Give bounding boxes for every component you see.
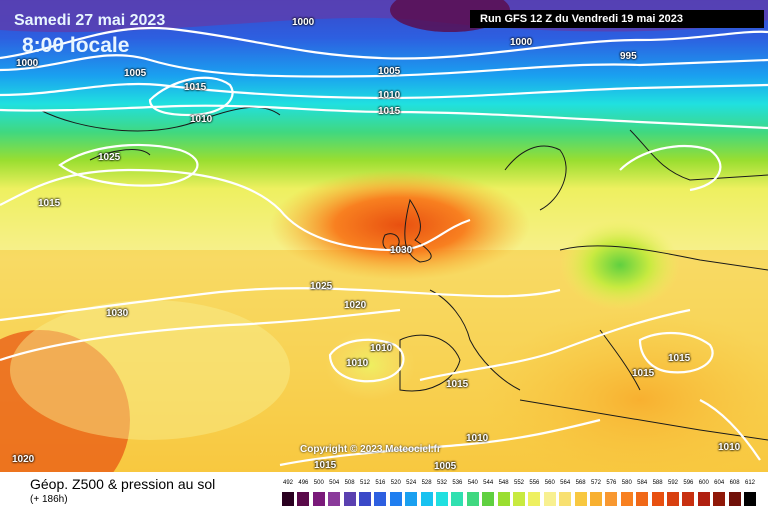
legend-swatch (513, 492, 525, 506)
forecast-offset: (+ 186h) (30, 494, 68, 505)
legend-tick-label: 584 (637, 480, 648, 486)
isobar-label: 1005 (378, 66, 401, 77)
geopotential-field (0, 0, 768, 472)
legend-swatch (559, 492, 572, 506)
legend-swatch (420, 492, 433, 506)
legend-swatch (343, 492, 356, 506)
legend-swatch (312, 492, 325, 506)
run-banner: Run GFS 12 Z du Vendredi 19 mai 2023 (470, 10, 764, 28)
legend-tick-label: 516 (375, 480, 386, 486)
legend-tick-label: 612 (744, 480, 755, 486)
isobar-label: 1000 (16, 58, 39, 69)
legend-swatch (605, 492, 618, 506)
isobar-label: 1000 (510, 37, 533, 48)
legend-tick-label: 600 (698, 480, 709, 486)
legend-swatch (466, 492, 479, 506)
legend-tick-label: 532 (436, 480, 447, 486)
legend-tick-label: 552 (513, 480, 524, 486)
legend-swatch (389, 492, 402, 506)
legend-swatch (697, 492, 710, 506)
legend-tick-label: 524 (406, 480, 417, 486)
isobar-label: 1020 (12, 454, 35, 465)
isobar-label: 1015 (314, 460, 337, 471)
isobar-label: 1030 (106, 308, 129, 319)
isobar-label: 1010 (346, 358, 369, 369)
isobar-label: 1010 (370, 343, 393, 354)
legend-swatch (636, 492, 649, 506)
isobar-label: 1025 (310, 281, 333, 292)
legend-swatch (744, 492, 756, 506)
isobar-label: 1015 (38, 198, 61, 209)
legend-tick-label: 548 (498, 480, 509, 486)
legend-tick-label: 592 (667, 480, 678, 486)
isobar-label: 1010 (190, 114, 213, 125)
legend-tick-label: 520 (390, 480, 401, 486)
legend-tick-label: 540 (467, 480, 478, 486)
forecast-date: Samedi 27 mai 2023 (14, 12, 166, 29)
legend-swatch (574, 492, 587, 506)
legend-swatch (728, 492, 741, 506)
isobar-label: 1000 (292, 17, 315, 28)
isobar-label: 1010 (718, 442, 741, 453)
isobar-label: 1015 (184, 82, 207, 93)
legend-swatch (451, 492, 464, 506)
legend-swatch (713, 492, 726, 506)
map-title: Géop. Z500 & pression au sol (30, 476, 216, 492)
legend-swatch (528, 492, 541, 506)
legend-swatch (482, 492, 495, 506)
legend-tick-label: 568 (575, 480, 586, 486)
isobar-label: 1005 (124, 68, 147, 79)
legend-tick-label: 512 (359, 480, 370, 486)
legend-swatch (651, 492, 664, 506)
legend-swatch (682, 492, 695, 506)
legend-tick-label: 544 (483, 480, 494, 486)
legend-tick-label: 504 (329, 480, 340, 486)
legend-tick-label: 604 (714, 480, 725, 486)
isobar-label: 1010 (378, 90, 401, 101)
legend-swatch (359, 492, 371, 506)
isobar-label: 995 (620, 51, 637, 62)
legend-swatch (297, 492, 310, 506)
legend-tick-label: 560 (544, 480, 555, 486)
legend-swatch (620, 492, 633, 506)
forecast-map: 1000 1000 1005 1015 1010 1000 995 1005 1… (0, 0, 768, 472)
map-footer: Géop. Z500 & pression au sol (+ 186h) 49… (0, 472, 768, 512)
legend-swatch (328, 492, 341, 506)
isobar-label: 1020 (344, 300, 367, 311)
isobar-label: 1025 (98, 152, 121, 163)
legend-tick-label: 596 (683, 480, 694, 486)
legend-tick-label: 528 (421, 480, 432, 486)
legend-tick-label: 576 (606, 480, 617, 486)
legend-tick-label: 580 (621, 480, 632, 486)
isobar-label: 1010 (466, 433, 489, 444)
legend-swatch (497, 492, 510, 506)
legend-swatch (543, 492, 556, 506)
legend-swatch (436, 492, 448, 506)
legend-tick-label: 496 (298, 480, 309, 486)
legend-tick-label: 500 (313, 480, 324, 486)
legend-tick-label: 588 (652, 480, 663, 486)
copyright-notice: Copyright © 2023 Meteociel.fr (300, 444, 441, 455)
isobar-label: 1005 (434, 461, 457, 472)
legend-swatch (282, 492, 294, 506)
isobar-lines (0, 26, 768, 467)
forecast-time: 8:00 locale (22, 34, 130, 57)
isobar-label: 1015 (446, 379, 469, 390)
legend-tick-label: 556 (529, 480, 540, 486)
legend-swatch (667, 492, 679, 506)
legend-swatch (405, 492, 418, 506)
isobar-label: 1030 (390, 245, 413, 256)
legend-tick-label: 608 (729, 480, 740, 486)
legend-tick-label: 564 (560, 480, 571, 486)
legend-swatch (590, 492, 602, 506)
isobar-label: 1015 (632, 368, 655, 379)
isobar-label: 1015 (378, 106, 401, 117)
legend-tick-label: 572 (590, 480, 601, 486)
legend-swatch (374, 492, 387, 506)
legend-tick-label: 508 (344, 480, 355, 486)
isobar-label: 1015 (668, 353, 691, 364)
legend-tick-label: 536 (452, 480, 463, 486)
legend-tick-label: 492 (282, 480, 293, 486)
